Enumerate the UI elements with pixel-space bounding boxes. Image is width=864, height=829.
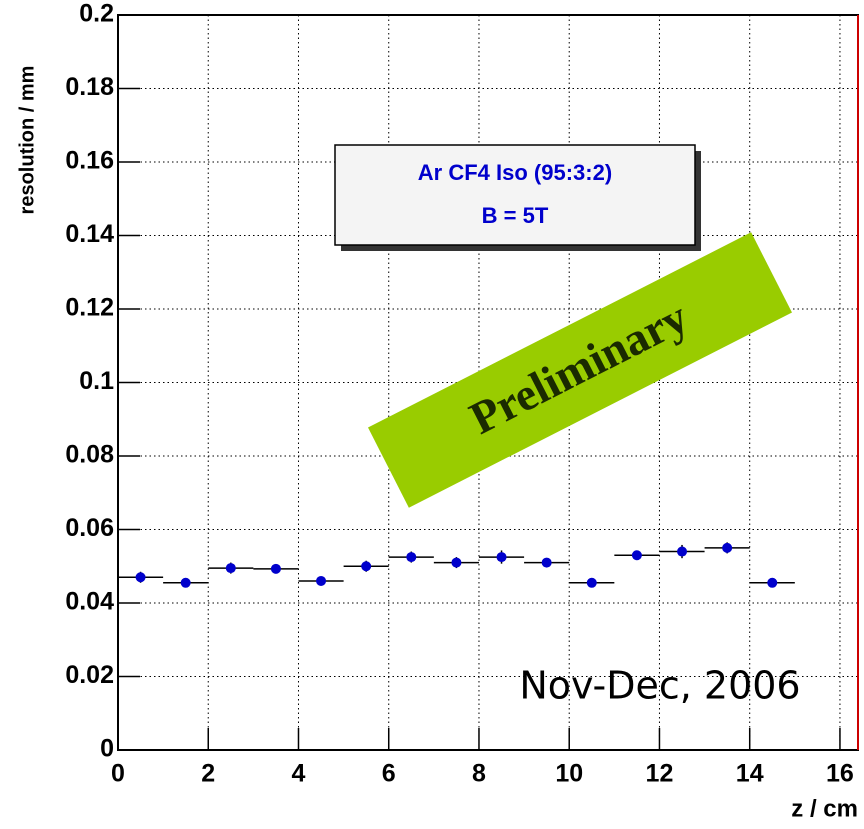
x-tick-label: 12 <box>646 760 674 788</box>
y-tick-label: 0.04 <box>65 588 114 616</box>
x-tick-label: 16 <box>826 760 854 788</box>
data-point <box>586 577 597 588</box>
y-tick-label: 0.18 <box>65 73 114 101</box>
data-point <box>361 561 372 572</box>
data-point <box>180 577 191 588</box>
x-tick-label: 8 <box>472 760 486 788</box>
y-tick-label: 0.14 <box>65 220 114 248</box>
date-note: Nov-Dec, 2006 <box>519 664 800 708</box>
data-point <box>270 563 281 574</box>
y-tick-label: 0.16 <box>65 147 114 175</box>
data-point <box>496 552 507 563</box>
x-tick-label: 0 <box>111 760 125 788</box>
preliminary-banner: Preliminary <box>368 232 792 508</box>
x-tick-label: 4 <box>292 760 306 788</box>
y-tick-label: 0.1 <box>79 367 114 395</box>
y-tick-label: 0.02 <box>65 661 114 689</box>
x-tick-label: 6 <box>382 760 396 788</box>
data-point <box>451 557 462 568</box>
x-tick-label: 10 <box>555 760 583 788</box>
y-tick-label: 0.06 <box>65 514 114 542</box>
legend-text: B = 5T <box>482 203 549 228</box>
y-tick-label: 0.2 <box>79 0 114 28</box>
x-tick-label: 14 <box>736 760 764 788</box>
data-point <box>225 563 236 574</box>
data-point <box>406 552 417 563</box>
data-point <box>631 550 642 561</box>
data-point <box>135 572 146 583</box>
x-axis-label: z / cm <box>791 795 858 822</box>
x-tick-label: 2 <box>201 760 215 788</box>
data-point <box>316 575 327 586</box>
data-point <box>767 577 778 588</box>
banner-rect <box>368 232 792 508</box>
y-tick-label: 0.08 <box>65 441 114 469</box>
legend-text: Ar CF4 Iso (95:3:2) <box>418 160 612 185</box>
y-axis-label: resolution / mm <box>16 66 38 215</box>
y-tick-label: 0 <box>100 735 114 763</box>
y-tick-label: 0.12 <box>65 294 114 322</box>
data-point <box>541 557 552 568</box>
data-point <box>677 546 688 557</box>
data-point <box>722 542 733 553</box>
legend-box <box>334 144 696 246</box>
